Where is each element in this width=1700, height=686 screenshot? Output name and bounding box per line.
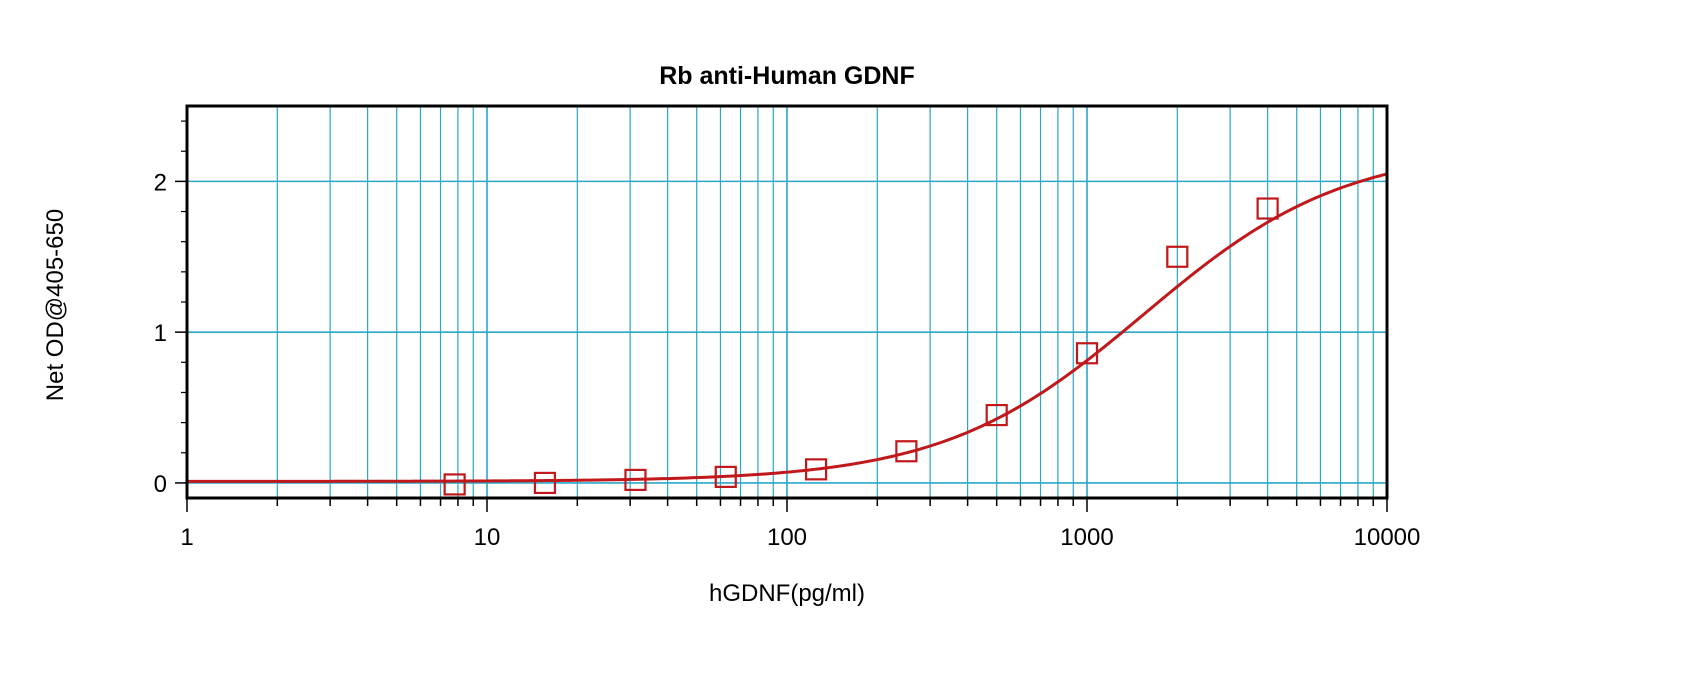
y-axis-label: Net OD@405-650	[42, 209, 69, 401]
data-point	[714, 465, 737, 488]
x-tick-label: 1000	[1060, 524, 1113, 551]
axis-ticks	[175, 120, 1388, 512]
fit-curve-layer	[187, 172, 1388, 483]
data-point	[1256, 197, 1279, 220]
fit-curve	[187, 172, 1388, 483]
y-tick-label: 0	[154, 471, 167, 498]
data-points	[443, 197, 1279, 496]
data-point	[624, 468, 647, 492]
chart-title: Rb anti-Human GDNF	[659, 62, 915, 90]
data-point	[443, 473, 466, 496]
grid	[186, 106, 1387, 498]
data-point	[895, 440, 918, 463]
y-tick-label: 2	[154, 169, 167, 196]
data-point	[985, 403, 1008, 427]
x-axis-label: hGDNF(pg/ml)	[709, 580, 865, 607]
y-tick-label: 1	[154, 320, 167, 347]
y-tick-labels: 0 1 2	[154, 169, 167, 498]
x-tick-labels: 1 10 100 1000 10000	[180, 524, 1420, 551]
x-tick-label: 10	[474, 524, 501, 551]
data-point	[804, 458, 828, 481]
data-point	[1166, 245, 1189, 268]
x-tick-label: 10000	[1354, 524, 1421, 551]
x-tick-label: 100	[767, 524, 807, 551]
data-point	[533, 471, 557, 495]
x-tick-label: 1	[180, 524, 193, 551]
data-point	[1075, 342, 1099, 365]
